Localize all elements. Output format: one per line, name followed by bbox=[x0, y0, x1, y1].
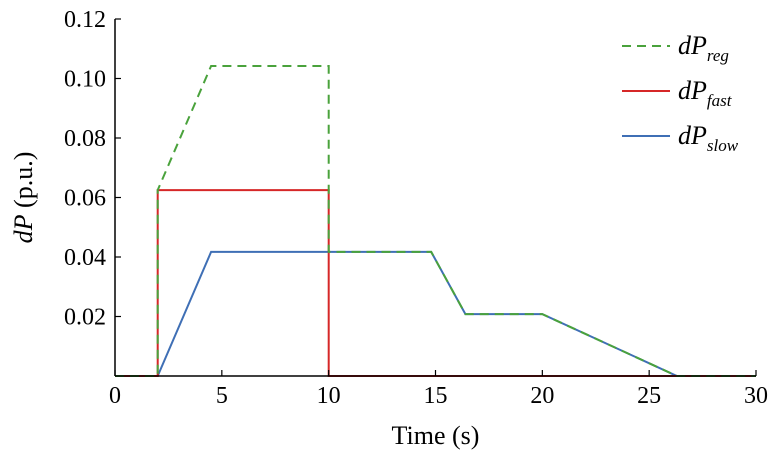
y-axis-title-unit: (p.u.) bbox=[9, 152, 38, 215]
x-axis-title: Time (s) bbox=[392, 421, 480, 450]
legend-label-reg: dPreg bbox=[678, 31, 729, 65]
y-tick-label: 0.04 bbox=[64, 245, 106, 271]
y-tick-label: 0.06 bbox=[64, 186, 106, 212]
series-line-reg bbox=[115, 65, 756, 377]
y-tick-label: 0.02 bbox=[64, 305, 106, 331]
x-tick-label: 5 bbox=[216, 383, 228, 409]
x-tick-label: 20 bbox=[530, 383, 554, 409]
axes bbox=[114, 18, 757, 377]
tick-labels: 0 5 10 15 20 25 30 0.02 0.04 0.06 0.08 0.10 0.12 bbox=[64, 7, 768, 409]
x-tick-label: 30 bbox=[744, 383, 768, 409]
x-tick-label: 15 bbox=[424, 383, 448, 409]
y-axis-title: dP (p.u.) bbox=[9, 152, 38, 244]
x-tick-label: 25 bbox=[637, 383, 661, 409]
x-tick-label: 0 bbox=[109, 383, 121, 409]
y-tick-label: 0.12 bbox=[64, 7, 106, 33]
series-line-fast bbox=[115, 189, 756, 377]
legend-label-slow: dPslow bbox=[678, 121, 739, 155]
y-axis-title-symbol: dP bbox=[9, 214, 38, 243]
legend: dPreg dPfast dPslow bbox=[622, 31, 739, 155]
legend-label-fast: dPfast bbox=[678, 76, 733, 110]
series-layer bbox=[115, 65, 756, 377]
y-tick-label: 0.08 bbox=[64, 126, 106, 152]
series-line-slow bbox=[115, 250, 756, 377]
x-tick-label: 10 bbox=[317, 383, 341, 409]
y-tick-label: 0.10 bbox=[64, 67, 106, 93]
